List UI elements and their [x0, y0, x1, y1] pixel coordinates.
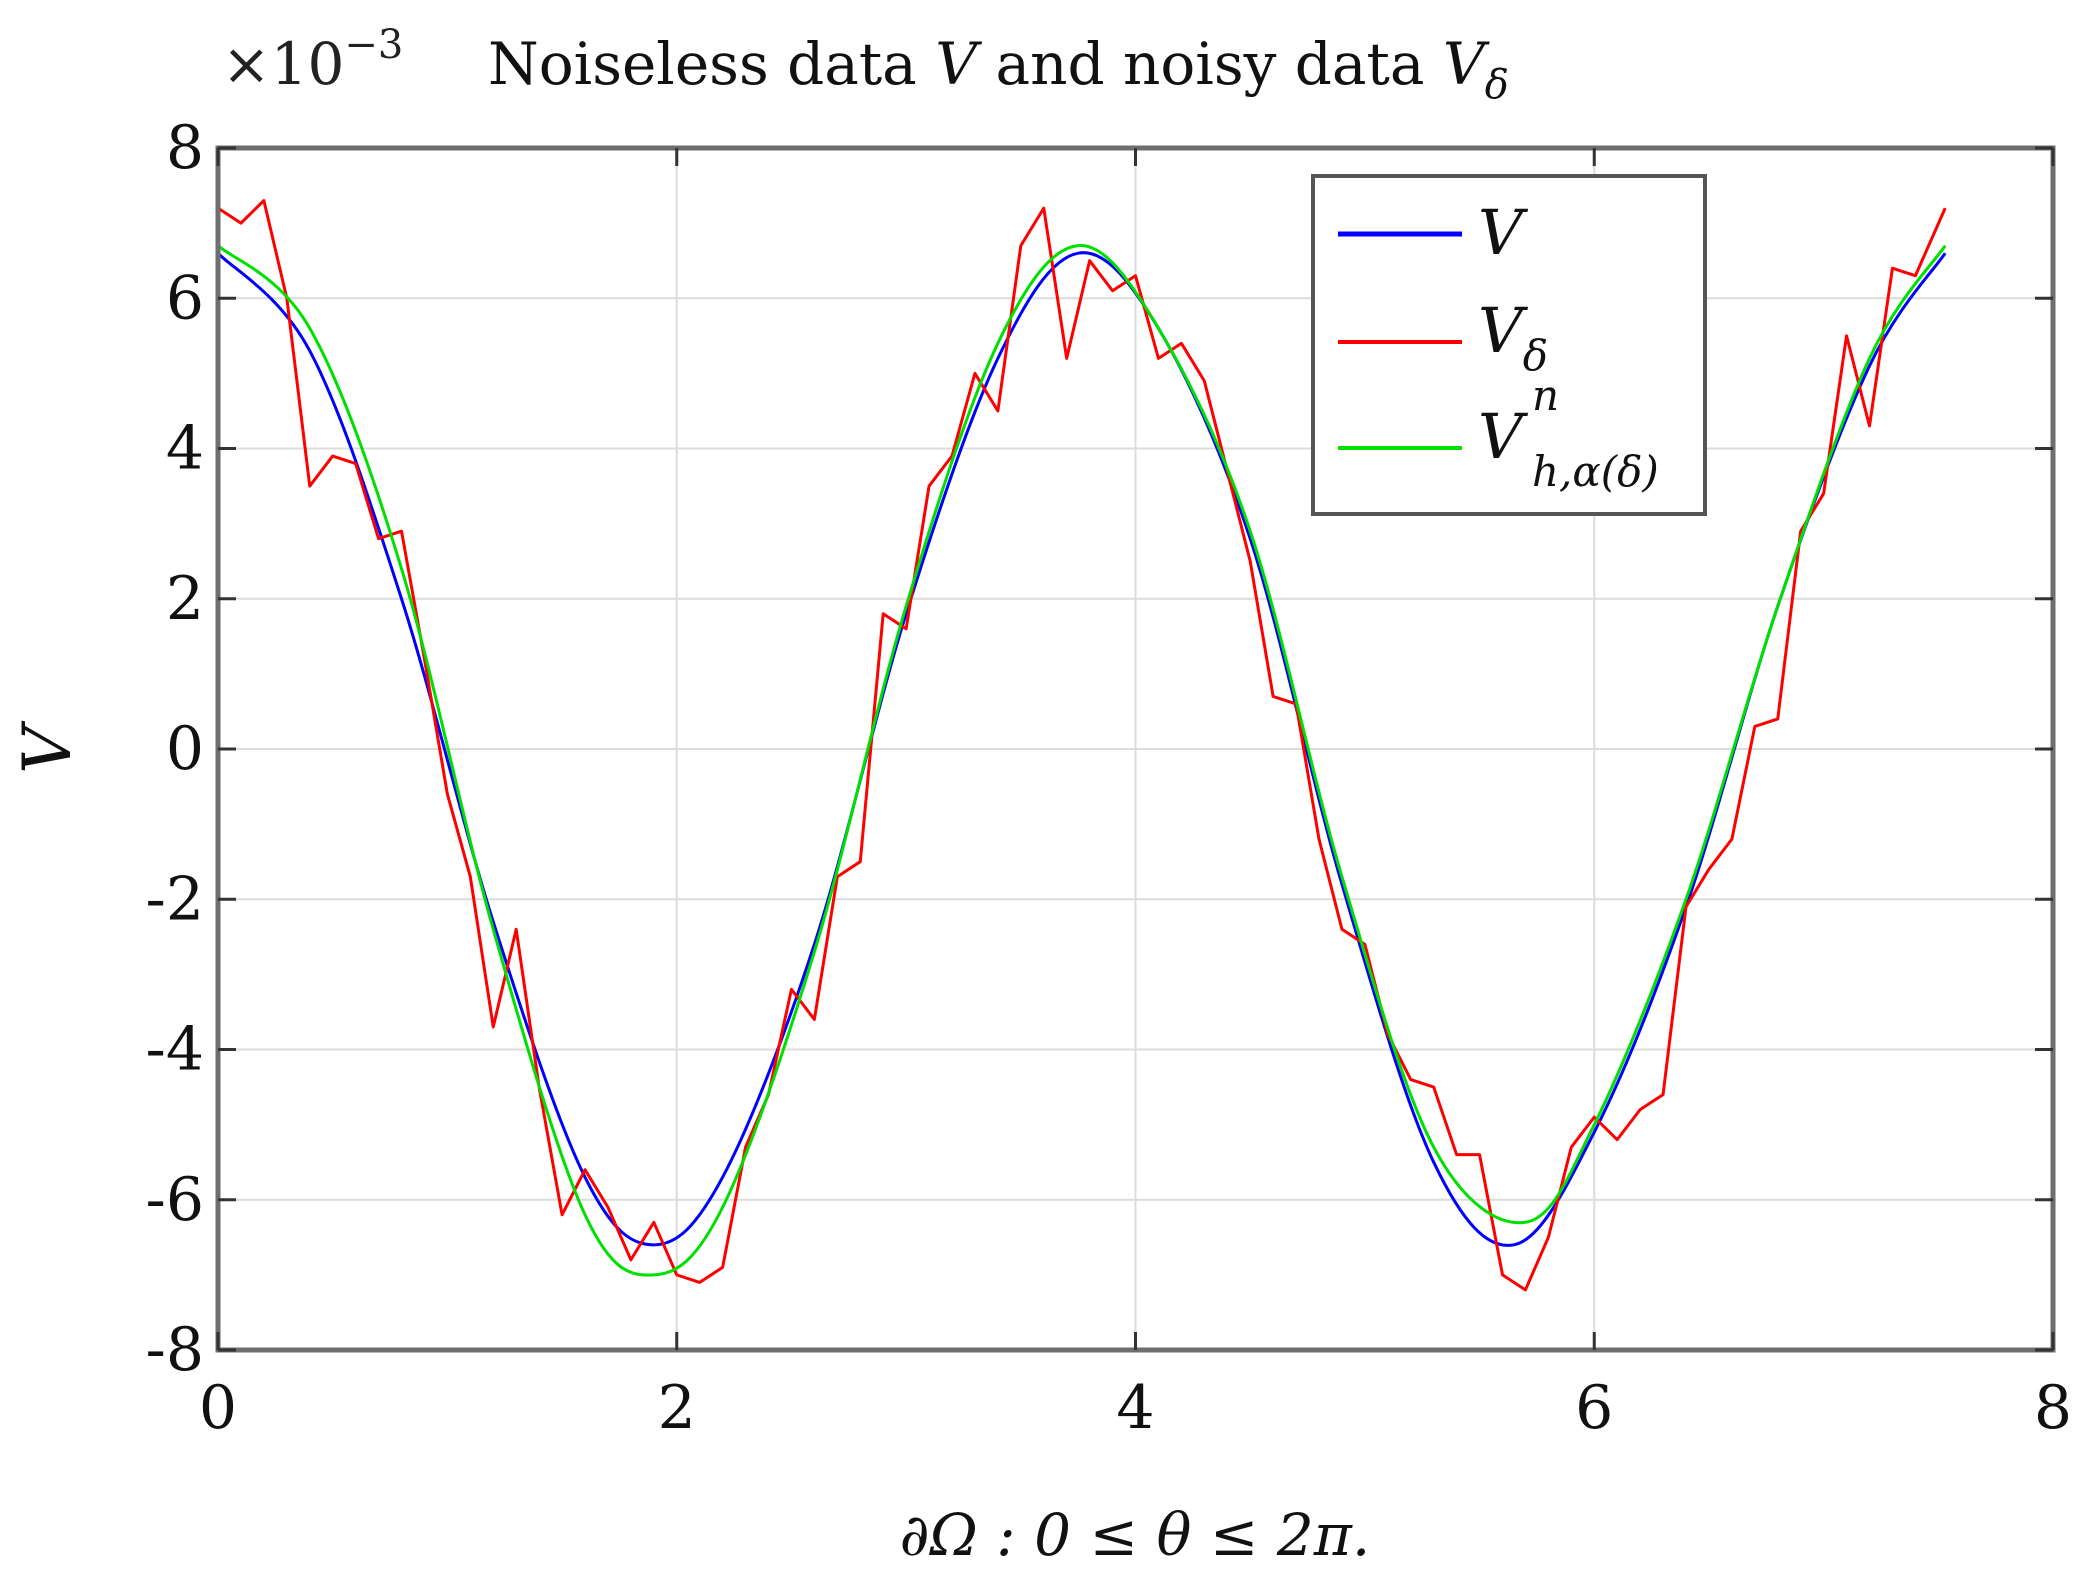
x-tick-label: 8 — [2034, 1373, 2072, 1443]
legend-label-v-delta: Vδ — [1478, 294, 1548, 380]
y-tick-label: -8 — [146, 1315, 204, 1385]
series-layer — [216, 199, 1947, 1292]
y-tick-label: -2 — [146, 864, 204, 934]
y-tick-label: 2 — [166, 564, 204, 634]
legend: V Vδ V n h,α(δ) — [1311, 174, 1707, 516]
y-tick-label: -4 — [146, 1015, 204, 1085]
legend-label-v: V — [1478, 196, 1529, 269]
tick-labels: 0 2 4 6 8 -8 -6 -4 -2 0 2 4 6 8 — [146, 113, 2073, 1443]
y-tick-label: 0 — [166, 714, 204, 784]
x-axis-label: ∂Ω : 0 ≤ θ ≤ 2π. — [900, 1501, 1371, 1569]
series-line-v-h-alpha-delta-n — [216, 244, 1947, 1277]
legend-label-v-h-alpha-sub: h,α(δ) — [1532, 447, 1659, 496]
y-scale-label: ×10−3 — [222, 22, 403, 98]
y-tick-label: 4 — [166, 414, 204, 484]
legend-label-v-h-alpha-main: V — [1478, 400, 1529, 473]
y-axis-label: V — [9, 720, 86, 774]
x-tick-label: 0 — [199, 1373, 237, 1443]
y-tick-label: -6 — [146, 1165, 204, 1235]
x-tick-label: 6 — [1575, 1373, 1613, 1443]
x-tick-label: 4 — [1116, 1373, 1154, 1443]
y-tick-label: 8 — [166, 113, 204, 183]
x-tick-label: 2 — [658, 1373, 696, 1443]
legend-label-v-h-alpha-sup: n — [1532, 371, 1559, 420]
ticks — [216, 146, 2055, 1352]
series-line-v-delta — [217, 199, 1947, 1292]
y-tick-label: 6 — [166, 263, 204, 333]
chart-title: Noiseless data V and noisy data Vδ — [488, 30, 1509, 108]
series-line-v — [216, 251, 1947, 1247]
